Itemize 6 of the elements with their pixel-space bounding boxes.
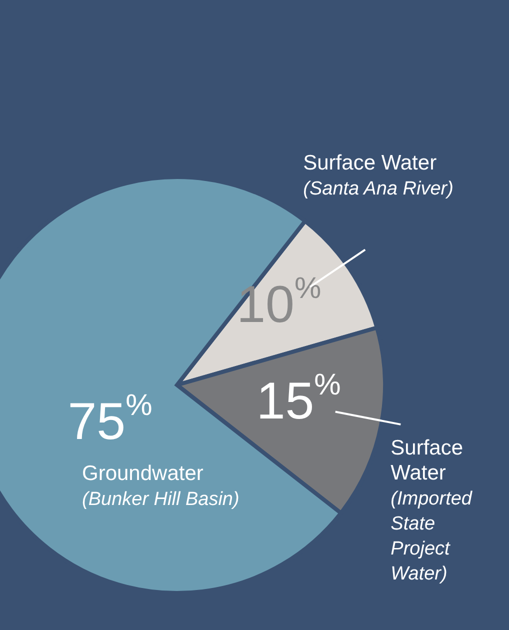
data-label: 15$^{%}$	[256, 368, 341, 430]
slice-label: Surface Water (Santa Ana River)	[303, 152, 454, 200]
slice-label: Surface Water (Imported State Project Water)	[390, 436, 474, 584]
slice-label: Groundwater (Bunker Hill Basin)	[82, 462, 240, 510]
data-label: 10$^{%}$	[236, 272, 322, 334]
data-label: 75$^{%}$	[68, 388, 152, 451]
